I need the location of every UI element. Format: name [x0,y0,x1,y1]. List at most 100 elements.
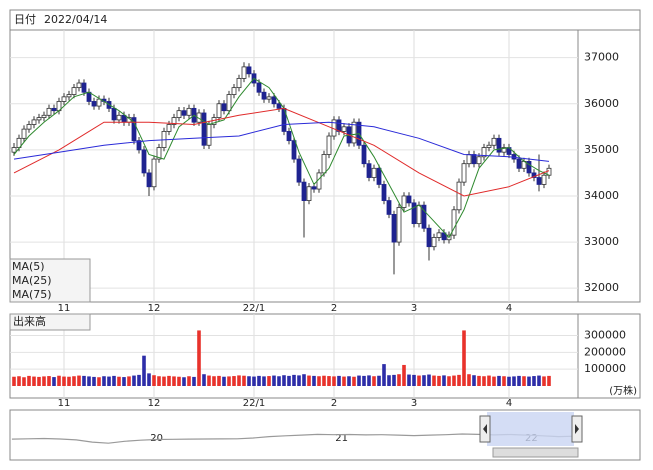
volume-bar [112,375,116,386]
volume-bar [302,374,306,386]
volume-bar [352,376,356,386]
volume-bar [462,330,466,386]
x-tick-label: 11 [58,398,71,409]
candle-body [286,131,292,142]
candle-body [361,144,367,165]
candle-body [136,140,142,151]
candle-body [401,195,407,208]
volume-bar [142,355,146,386]
volume-bar [377,375,381,386]
volume-bar [482,376,486,386]
volume-bar [317,376,321,386]
candle-body [91,101,97,107]
candle-body [341,126,347,132]
volume-unit: (万株) [609,384,637,397]
volume-bar [532,376,536,386]
volume-bar [167,375,171,386]
volume-bar [102,376,106,386]
y-tick-label: 32000 [584,281,619,294]
volume-bar [237,375,241,386]
volume-bar [272,375,276,386]
legend-label: MA(5) [12,260,45,273]
volume-bar [192,376,196,386]
volume-bar [57,375,61,386]
candle-body [351,121,357,144]
candle-body [261,91,267,100]
candle-body [481,147,487,158]
volume-bar [292,374,296,386]
volume-bar [542,376,546,386]
volume-bar [282,375,286,386]
candle-body [176,110,182,118]
candle-body [21,128,27,139]
candle-body [501,147,507,153]
y-tick-label: 100000 [584,362,626,375]
volume-bar [487,375,491,386]
candle-body [116,114,122,121]
candle-body [386,200,392,215]
handle-arrow [483,424,487,434]
candle-body [391,214,397,243]
volume-bar [197,330,201,386]
volume-bar [187,376,191,386]
volume-bar [207,375,211,386]
legend-label: MA(25) [12,274,52,287]
volume-bar [202,374,206,386]
volume-bar [492,376,496,386]
volume-bar [117,376,121,386]
candle-body [381,184,387,201]
volume-bar [422,375,426,386]
x-tick-label: 3 [411,303,417,314]
candle-body [336,119,342,132]
y-tick-label: 200000 [584,345,626,358]
candle-body [256,82,262,93]
navigator-scrollbar[interactable] [492,447,579,458]
candle-body [131,117,137,142]
navigator-selection [487,412,574,446]
candle-body [111,107,117,121]
candle-body [11,147,17,153]
volume-bar [287,375,291,386]
candle-body [406,195,412,204]
candle-body [146,172,152,188]
volume-bar [437,375,441,386]
volume-bar [407,374,411,386]
volume-bar [257,375,261,386]
candle-body [171,117,177,125]
volume-bar [397,374,401,386]
volume-bar [527,376,531,386]
x-tick-label: 11 [58,303,71,314]
volume-bar [367,375,371,386]
volume-bar [517,375,521,386]
candle-body [151,158,157,188]
volume-bar [62,376,66,386]
volume-bar [122,377,126,386]
candle-body [216,103,222,118]
candle-body [411,202,417,225]
volume-bar [217,375,221,386]
volume-bar [152,375,156,386]
volume-bar [297,375,301,386]
candle-body [51,107,57,112]
volume-bar [477,375,481,386]
candle-body [181,110,187,116]
volume-bar [137,374,141,386]
volume-bar [157,376,161,386]
x-tick-label: 12 [148,398,161,409]
volume-bar [82,375,86,386]
volume-bar [72,376,76,386]
volume-bar [162,376,166,386]
candle-body [431,237,437,248]
volume-bar [212,376,216,386]
volume-bar [52,377,56,386]
candle-body [306,186,312,201]
volume-bar [347,376,351,386]
candle-body [456,181,462,211]
y-tick-label: 35000 [584,143,619,156]
candle-body [301,181,307,201]
x-tick-label: 2 [331,398,337,409]
candle-body [441,232,447,241]
volume-title: 出来高 [13,314,46,328]
x-tick-label: 22/1 [243,303,265,314]
candle-body [291,140,297,160]
